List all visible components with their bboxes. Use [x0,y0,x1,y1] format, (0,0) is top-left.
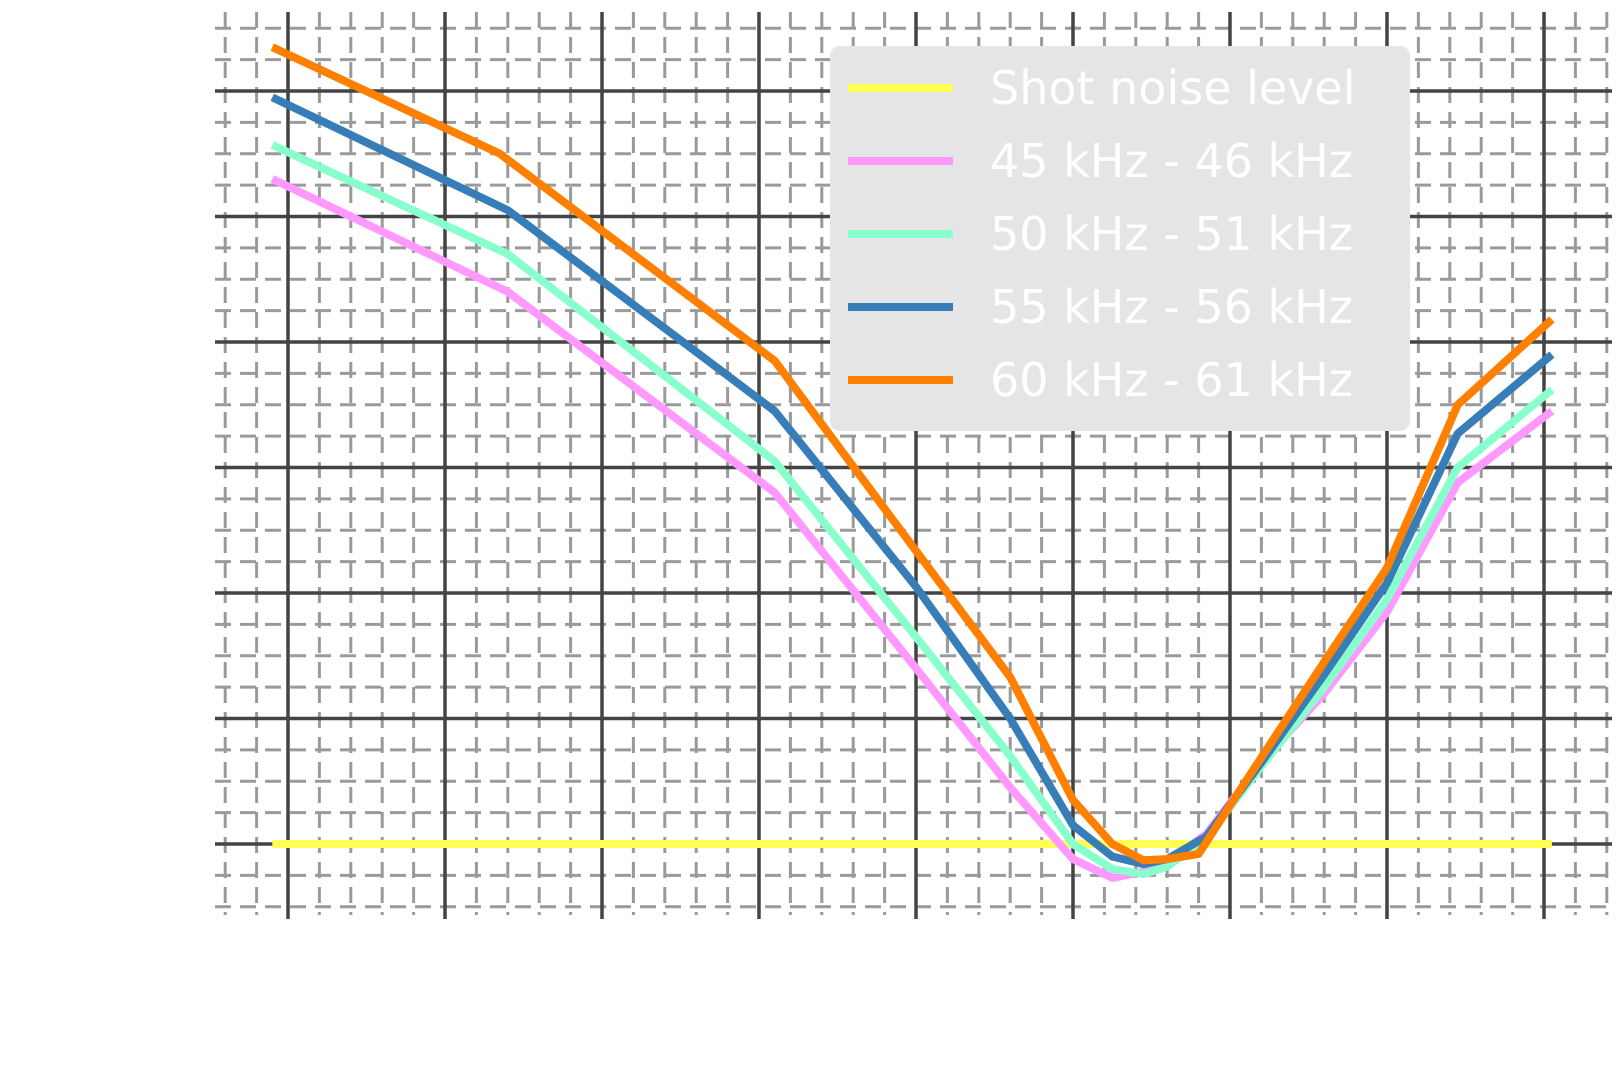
legend: Shot noise level 45 kHz - 46 kHz 50 kHz - … [830,46,1410,431]
legend-label: Shot noise level [990,61,1356,115]
series-layer [270,43,1555,882]
legend-label: 60 kHz - 61 kHz [990,353,1353,407]
legend-label: 55 kHz - 56 kHz [990,280,1353,334]
legend-label: 50 kHz - 51 kHz [990,207,1353,261]
series-line-3 [270,141,1555,879]
legend-label: 45 kHz - 46 kHz [990,134,1353,188]
legend-box [830,46,1410,431]
series-line-5 [270,43,1555,865]
